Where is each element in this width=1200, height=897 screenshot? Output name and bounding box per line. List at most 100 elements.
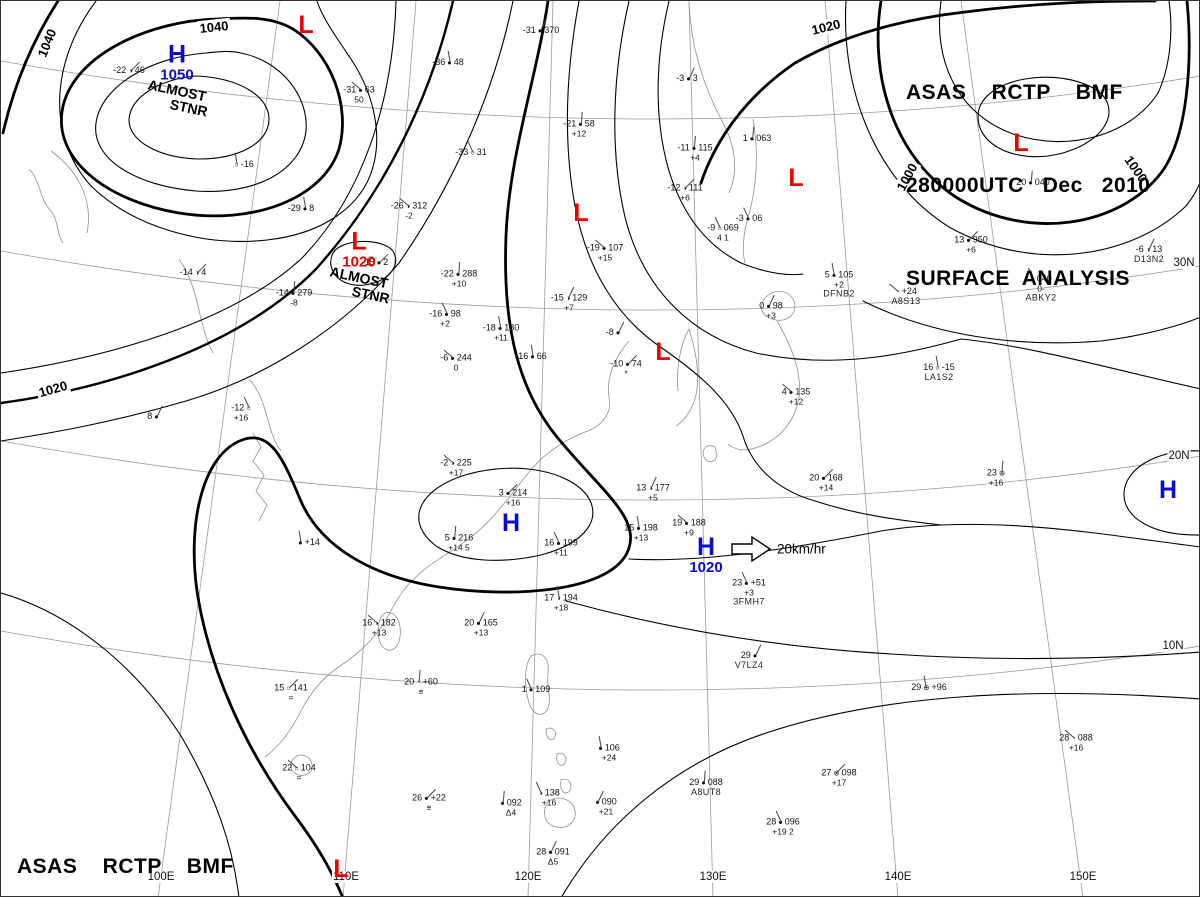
station-row: 17 ◑ 194 (544, 592, 578, 603)
isobar (938, 1, 1172, 143)
station-symbol-icon: ● (821, 473, 826, 483)
station-pressure: 216 (458, 532, 474, 543)
station-pressure: 98 (450, 308, 461, 319)
station-symbol-icon: ● (636, 523, 641, 533)
station-row: 23 ⊕ (987, 467, 1005, 478)
station-plot: -15 ● 2 (362, 257, 389, 268)
station-plot: 22 ○ 104 = (282, 762, 316, 782)
station-row: 20 ◔ +60 (404, 676, 438, 687)
station-pressure: 3 (692, 73, 698, 84)
station-extra: -2 (405, 210, 413, 221)
station-symbol-icon: ● (298, 538, 303, 548)
graticule-line (1, 630, 1199, 691)
station-plot: 4 ● 135 +12 (782, 386, 811, 406)
station-pressure: 182 (380, 617, 396, 628)
station-temp: -22 (113, 65, 127, 76)
station-extra: +16 (233, 412, 249, 423)
station-symbol-icon: ⊕ (923, 683, 930, 693)
station-plot: -31 ● 370 (523, 25, 560, 36)
station-temp: 20 (464, 617, 475, 628)
station-plot: ◔ +24 A8S13 (891, 286, 920, 307)
coastline-layer (28, 2, 800, 828)
station-temp: -14 (179, 267, 193, 278)
station-extra: * (624, 368, 628, 379)
station-row: 29 ● 088 (689, 777, 723, 788)
station-symbol-icon: ◑ (194, 268, 200, 278)
station-symbol-icon: ● (530, 352, 535, 362)
station-row: -31 ● 370 (523, 25, 560, 36)
station-plot: -26 ◑ 312 -2 (391, 200, 428, 221)
station-temp: 8 (147, 411, 153, 422)
station-pressure: 069 (723, 222, 739, 233)
station-extra: +13 (633, 532, 649, 543)
station-symbol-icon: ● (744, 578, 749, 588)
station-symbol-icon: ● (749, 134, 755, 144)
station-temp: 20 (1016, 177, 1027, 188)
station-pressure: 31 (476, 147, 487, 158)
station-pressure: +51 (750, 577, 766, 588)
station-extra: +6 (966, 244, 976, 255)
station-row: 3 ● 214 (499, 487, 528, 498)
station-pressure: 214 (512, 487, 528, 498)
station-row: 28 ● 091 (536, 846, 570, 857)
station-plot: -12 ◑ 111 +6 (667, 182, 703, 202)
station-symbol-icon: ● (788, 387, 794, 397)
station-pressure: -15 (941, 362, 955, 373)
station-row: 8 ● (147, 411, 159, 422)
station-plot: -16 ● 98 +2 (429, 308, 461, 328)
longitude-label: 150E (1068, 871, 1098, 883)
station-pressure: 168 (827, 472, 843, 483)
station-plot: 1 ● 063 (743, 133, 772, 144)
isobar (566, 1, 942, 526)
station-plot: ○ 040 0- ABKY2 (1025, 274, 1056, 303)
station-temp: -12 (231, 402, 245, 413)
station-row: ● 090 (595, 796, 617, 807)
station-plot: -3 ● 06 (736, 213, 763, 224)
station-pressure: +24 (901, 286, 917, 297)
isobar-1020 (192, 1, 632, 896)
station-row: -3 ● 06 (736, 213, 763, 224)
station-pressure: 180 (504, 322, 520, 333)
isobar-1040 (1, 1, 60, 135)
station-row: -31 ● 63 (343, 84, 375, 95)
station-extra: +16 (988, 477, 1004, 488)
station-plot: -36 ● 48 (432, 57, 464, 68)
station-symbol-icon: ○ (246, 403, 251, 413)
station-row: 4 ● 135 (782, 386, 811, 397)
station-temp: -29 (287, 203, 301, 214)
coastline (556, 752, 567, 766)
station-pressure: 107 (608, 242, 624, 253)
station-symbol-icon: ○ (717, 223, 722, 233)
station-pressure: 194 (562, 592, 578, 603)
coastline (545, 727, 556, 741)
station-plot: -18 ● 180 +11 (482, 322, 520, 342)
station-pressure: 66 (536, 351, 547, 362)
station-pressure: 141 (292, 682, 308, 693)
station-temp: -8 (605, 327, 614, 338)
station-temp: -9 (707, 222, 716, 233)
station-plot: -33 ○ 31 (455, 147, 487, 158)
isobar-value-label: 1020 (35, 377, 71, 401)
station-temp: 5 (444, 532, 450, 543)
isobar (418, 467, 594, 561)
station-temp: 13 (636, 482, 647, 493)
graticule-line (1, 250, 1199, 311)
station-row: 23 ● +51 (732, 578, 766, 588)
station-plot: 20 ● 168 +14 (809, 472, 843, 492)
isobar (844, 1, 1199, 256)
isobar (95, 50, 307, 192)
station-pressure: 165 (482, 617, 498, 628)
station-extra: +11 (554, 547, 568, 558)
station-row: 0 ● 98 (759, 300, 783, 311)
station-row: ◑ 138 (538, 787, 560, 798)
station-extra: Δ4 (505, 807, 517, 818)
station-plot: ◑ 138 +16 (538, 787, 560, 807)
station-row: -15 ● 2 (362, 257, 389, 268)
station-symbol-icon: ◔ (895, 287, 900, 297)
station-symbol-icon: ● (497, 323, 503, 333)
station-row: ◔ +24 (891, 286, 920, 297)
title-block-bottom-left: ASAS RCTP BMF 280000UTC Dec 2010 SURFACE… (17, 789, 261, 896)
station-pressure: 111 (688, 182, 703, 193)
station-temp: -18 (482, 322, 496, 333)
